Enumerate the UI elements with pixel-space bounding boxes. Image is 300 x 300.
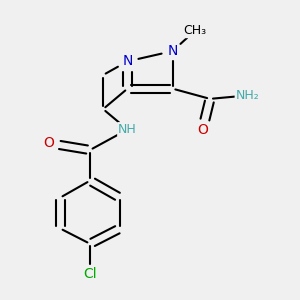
Text: N: N bbox=[167, 44, 178, 58]
Text: NH₂: NH₂ bbox=[236, 89, 260, 102]
Text: CH₃: CH₃ bbox=[183, 24, 207, 37]
Text: N: N bbox=[122, 54, 133, 68]
Text: O: O bbox=[43, 136, 54, 150]
Text: Cl: Cl bbox=[83, 267, 97, 281]
Text: O: O bbox=[197, 122, 208, 136]
Text: NH: NH bbox=[118, 123, 137, 136]
